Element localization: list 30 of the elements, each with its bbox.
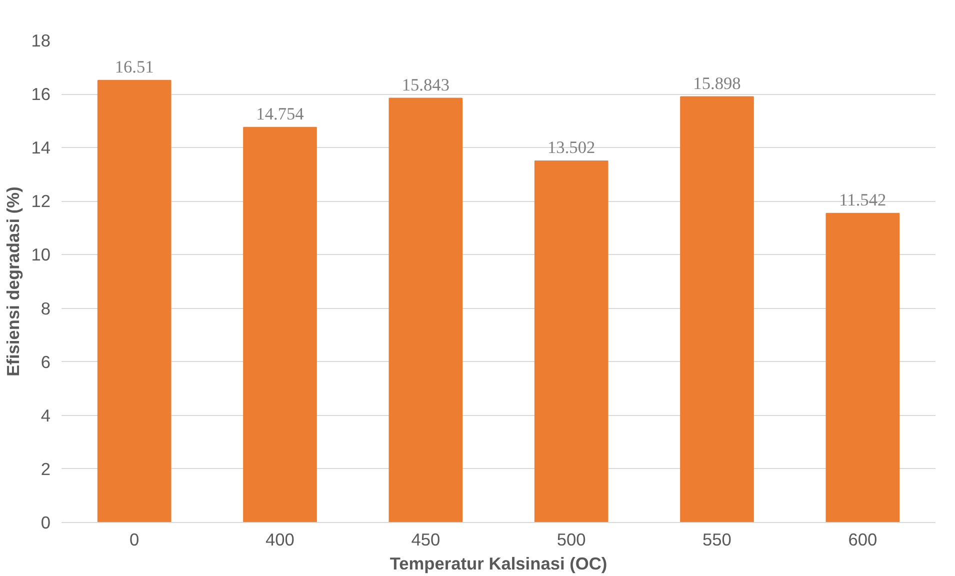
x-tick-label: 400 xyxy=(266,530,294,550)
bar xyxy=(97,80,172,522)
y-tick-label: 8 xyxy=(40,298,51,318)
x-tick-label: 450 xyxy=(411,530,440,550)
x-axis-title: Temperatur Kalsinasi (OC) xyxy=(390,554,608,574)
bar xyxy=(534,160,608,522)
data-label: 15.843 xyxy=(402,75,450,94)
x-tick-label: 500 xyxy=(556,530,586,550)
y-tick-label: 6 xyxy=(40,352,51,372)
data-label: 11.542 xyxy=(839,190,886,210)
y-tick-label: 4 xyxy=(40,405,51,426)
y-tick-label: 10 xyxy=(31,244,51,265)
y-tick-label: 16 xyxy=(31,84,51,104)
y-tick-label: 2 xyxy=(40,458,51,479)
data-label: 16.51 xyxy=(114,57,154,76)
bar xyxy=(243,126,317,522)
bar xyxy=(826,212,900,522)
y-tick-label: 18 xyxy=(31,30,51,50)
y-axis-title: Efisiensi degradasi (%) xyxy=(3,186,24,376)
x-tick-label: 600 xyxy=(848,530,878,550)
bar xyxy=(388,98,463,522)
y-tick-label: 0 xyxy=(40,512,51,532)
y-tick-label: 14 xyxy=(31,138,51,158)
x-tick-label: 0 xyxy=(130,530,140,550)
data-label: 14.754 xyxy=(256,104,304,124)
bar xyxy=(680,96,754,522)
data-label: 15.898 xyxy=(693,74,741,93)
y-tick-label: 12 xyxy=(31,191,51,212)
data-label: 13.502 xyxy=(548,138,596,157)
x-tick-label: 550 xyxy=(702,530,732,550)
